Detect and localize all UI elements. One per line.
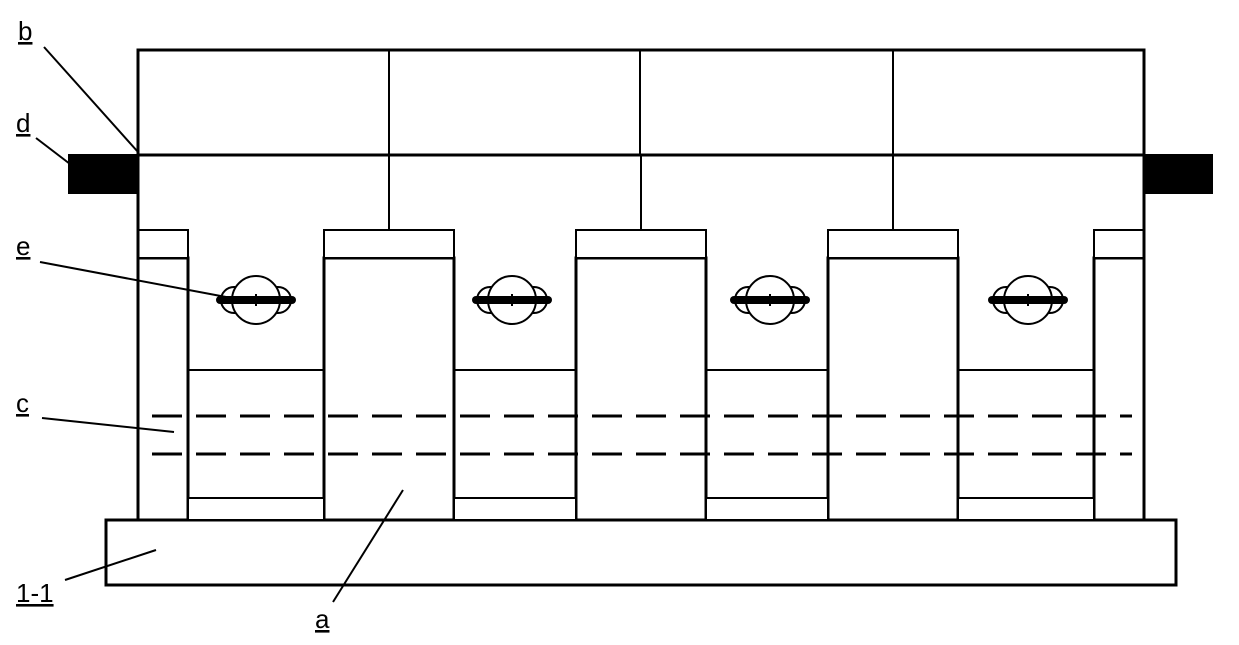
- label-b: b: [18, 16, 32, 46]
- leader-b: [44, 47, 138, 152]
- label-d: d: [16, 108, 30, 138]
- label-e: e: [16, 231, 30, 261]
- base-plate: [106, 520, 1176, 585]
- label-one: 1-1: [16, 578, 54, 608]
- label-a: a: [315, 604, 330, 634]
- edge-column-right: [1094, 258, 1144, 520]
- left-tab: [68, 154, 138, 194]
- diagram-canvas: a b c d e 1-1: [0, 0, 1239, 645]
- foot-overlay: [706, 498, 828, 520]
- foot-overlay: [454, 498, 576, 520]
- wide-column: [576, 258, 706, 520]
- leader-d: [36, 138, 70, 164]
- label-c: c: [16, 388, 29, 418]
- wide-column: [828, 258, 958, 520]
- foot-overlay: [188, 498, 324, 520]
- foot-overlay: [958, 498, 1094, 520]
- edge-column-left: [138, 258, 188, 520]
- right-tab: [1143, 154, 1213, 194]
- wide-column: [324, 258, 454, 520]
